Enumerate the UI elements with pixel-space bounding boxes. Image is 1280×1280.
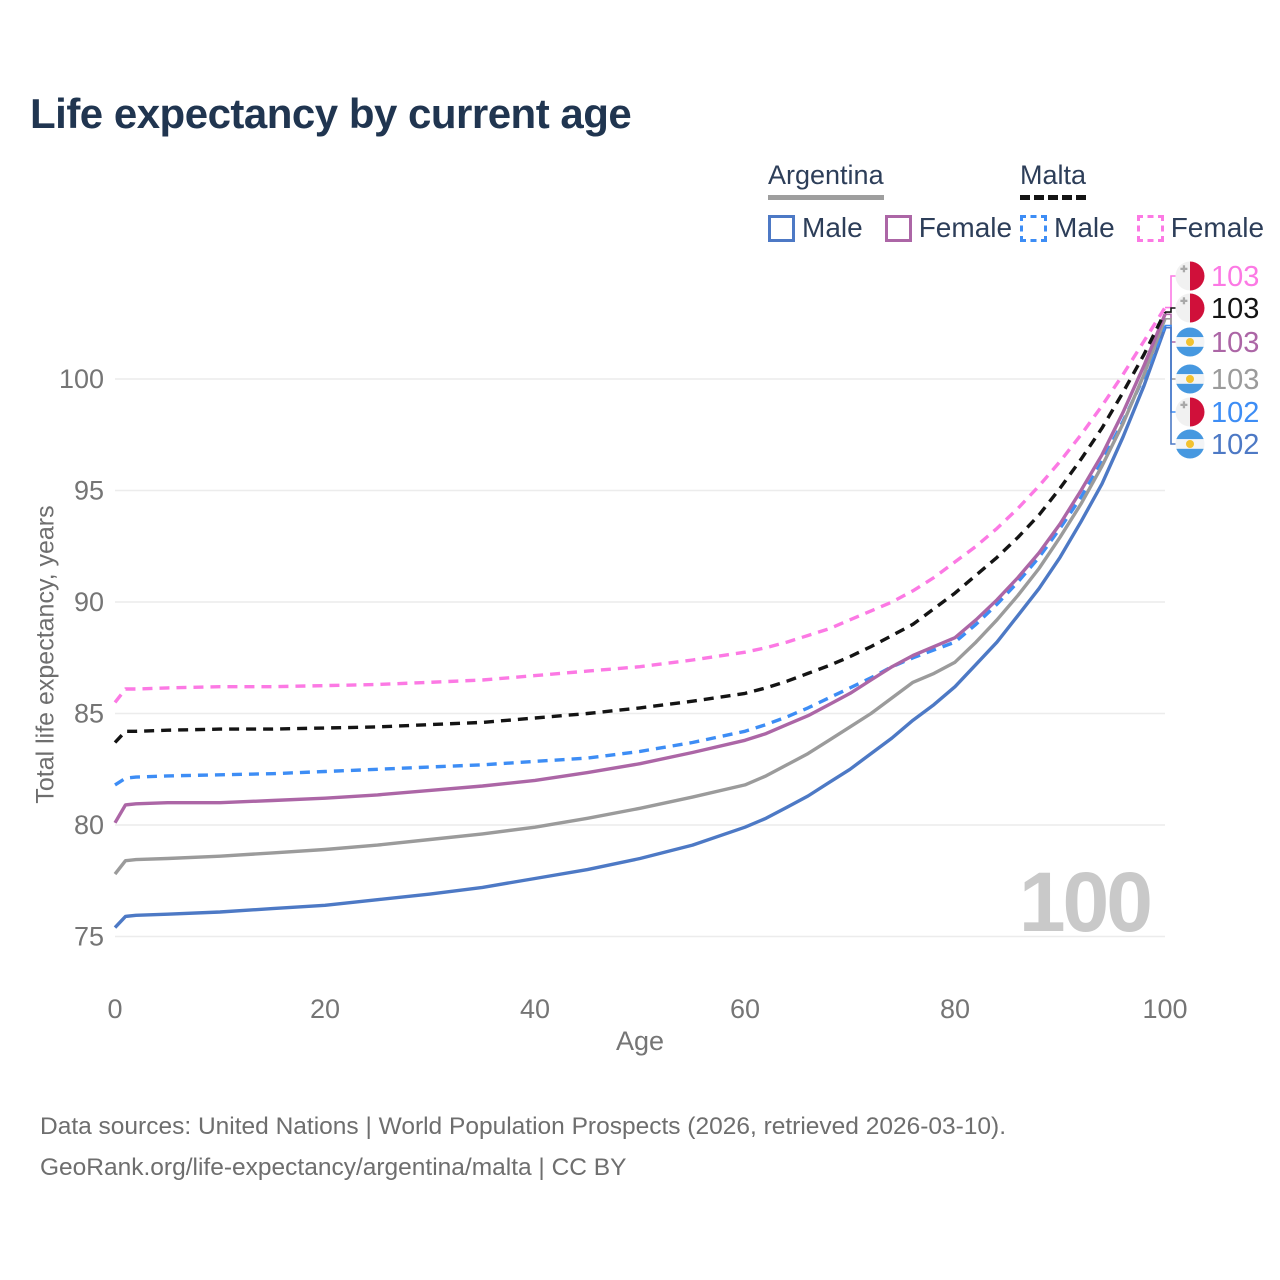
page-title: Life expectancy by current age (30, 90, 632, 137)
end-value-label: 103 (1211, 261, 1259, 293)
end-label-malta-total: 103 (1165, 293, 1259, 325)
y-axis-title: Total life expectancy, years (31, 505, 60, 804)
legend-label: Female (918, 212, 1013, 243)
x-tick-label: 0 (107, 994, 122, 1024)
legend-item-argentina-male[interactable]: Male (768, 212, 863, 244)
series-line-malta-total (113, 311, 1167, 744)
end-label-malta-female: 103 (1165, 261, 1259, 309)
legend-label: Male (802, 212, 863, 243)
y-tick-label: 75 (74, 922, 104, 952)
legend-item-argentina-female[interactable]: Female (884, 212, 1013, 244)
series-line-argentina-total (113, 318, 1167, 876)
end-value-label: 103 (1211, 364, 1259, 396)
malta-flag-icon (1175, 397, 1205, 427)
end-value-label: 103 (1211, 293, 1259, 325)
end-label-malta-male: 102 (1165, 324, 1259, 429)
legend-label: Female (1170, 212, 1265, 243)
legend-country-malta[interactable]: Malta (1020, 160, 1087, 200)
data-sources-line: Data sources: United Nations | World Pop… (40, 1113, 1007, 1140)
end-value-label: 102 (1211, 397, 1259, 429)
malta-male-swatch-icon (1020, 214, 1047, 242)
argentina-male-swatch-icon (768, 214, 795, 242)
series-line-malta-female (113, 306, 1167, 704)
legend-group-malta: Malta Male Female (1020, 160, 1280, 244)
attribution-line: GeoRank.org/life-expectancy/argentina/ma… (40, 1154, 627, 1181)
series-line-argentina-male (113, 327, 1167, 929)
y-tick-label: 100 (59, 364, 104, 394)
legend-item-malta-female[interactable]: Female (1136, 212, 1265, 244)
x-tick-label: 40 (520, 994, 550, 1024)
legend-label: Male (1054, 212, 1115, 243)
end-label-argentina-total: 103 (1165, 318, 1259, 396)
series-line-malta-male (114, 324, 1167, 787)
end-value-label: 103 (1211, 327, 1259, 359)
y-tick-label: 85 (74, 699, 104, 729)
legend-item-malta-male[interactable]: Male (1020, 212, 1115, 244)
x-tick-label: 60 (730, 994, 760, 1024)
malta-flag-icon (1175, 293, 1205, 323)
argentina-flag-icon (1175, 327, 1205, 357)
x-tick-label: 20 (310, 994, 340, 1024)
x-axis-title: Age (615, 1026, 665, 1056)
argentina-flag-icon (1175, 429, 1205, 459)
end-label-argentina-female: 103 (1165, 313, 1259, 359)
y-tick-label: 80 (74, 810, 104, 840)
series-line-argentina-female (113, 313, 1167, 824)
end-label-argentina-male: 102 (1165, 326, 1259, 461)
argentina-female-swatch-icon (884, 214, 912, 242)
x-tick-label: 80 (940, 994, 970, 1024)
y-tick-label: 90 (74, 587, 104, 617)
end-value-label: 102 (1211, 429, 1259, 461)
argentina-flag-icon (1175, 364, 1205, 394)
x-tick-label: 100 (1142, 994, 1187, 1024)
malta-flag-icon (1175, 261, 1205, 291)
y-tick-label: 95 (74, 476, 104, 506)
footer: Data sources: United Nations | World Pop… (40, 1106, 1006, 1188)
age-counter-watermark: 100 (1018, 855, 1153, 949)
legend-group-argentina: Argentina Male Female (768, 160, 1034, 244)
malta-female-swatch-icon (1136, 214, 1164, 242)
legend-country-argentina[interactable]: Argentina (768, 160, 884, 200)
